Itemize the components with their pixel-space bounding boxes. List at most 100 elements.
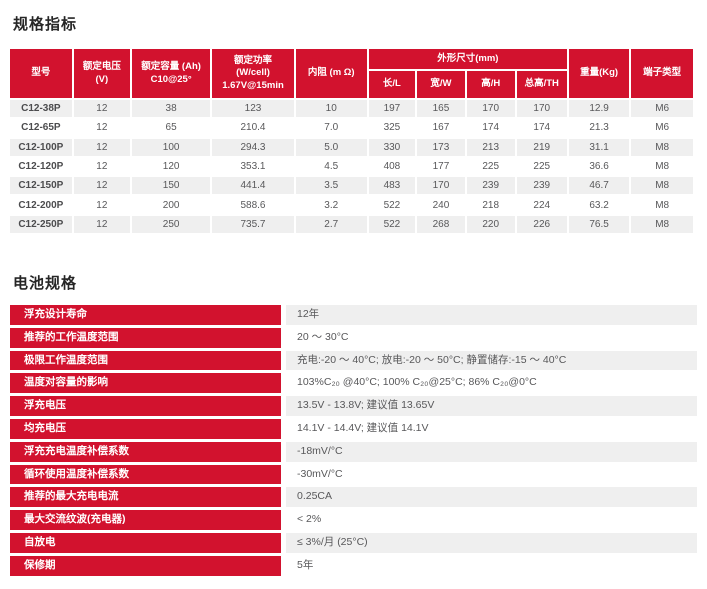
spec-cell: 226 — [516, 215, 567, 234]
battery-spec-value: 14.1V - 14.4V; 建议值 14.1V — [286, 419, 697, 439]
battery-spec-label: 循环使用温度补偿系数 — [10, 464, 281, 485]
spec-cell: 3.5 — [295, 177, 367, 195]
spec-cell: 21.3 — [568, 119, 630, 137]
spec-table-row: C12-120P 12 120 353.1 4.5 408 177 225 22… — [10, 157, 693, 176]
model-cell: C12-200P — [10, 196, 72, 214]
battery-spec-label: 推荐的工作温度范围 — [10, 327, 281, 348]
battery-spec-label: 浮充设计寿命 — [10, 305, 281, 325]
spec-cell: 12 — [73, 157, 130, 176]
spec-cell: 218 — [466, 196, 515, 214]
battery-spec-list: 浮充设计寿命 12年 推荐的工作温度范围 20 ～ 30°C 极限工作温度范围 … — [10, 305, 697, 576]
spec-cell: 100 — [132, 138, 211, 156]
battery-spec-row: 自放电 ≤ 3%/月 (25°C) — [10, 533, 697, 553]
spec-cell: 177 — [417, 157, 465, 176]
spec-cell: 170 — [466, 100, 515, 118]
spec-cell: 239 — [466, 177, 515, 195]
battery-spec-value: -30mV/°C — [286, 464, 697, 485]
battery-spec-value: ≤ 3%/月 (25°C) — [286, 533, 697, 553]
spec-cell: 197 — [368, 100, 416, 118]
battery-spec-label: 温度对容量的影响 — [10, 373, 281, 394]
spec-cell: 167 — [417, 119, 465, 137]
battery-spec-row: 温度对容量的影响 103%C₂₀ @40°C; 100% C₂₀@25°C; 8… — [10, 373, 697, 394]
spec-cell: 174 — [466, 119, 515, 137]
spec-table-row: C12-250P 12 250 735.7 2.7 522 268 220 22… — [10, 215, 693, 234]
spec-cell: M8 — [631, 138, 693, 156]
battery-spec-row: 极限工作温度范围 充电:-20 ～ 40°C; 放电:-20 ～ 50°C; 静… — [10, 350, 697, 371]
spec-cell: 12 — [73, 196, 130, 214]
battery-spec-row: 最大交流纹波(充电器) < 2% — [10, 510, 697, 531]
col-header-total-height: 总高/TH — [516, 71, 567, 98]
spec-cell: 210.4 — [212, 119, 294, 137]
battery-spec-row: 推荐的工作温度范围 20 ～ 30°C — [10, 327, 697, 348]
battery-spec-row: 均充电压 14.1V - 14.4V; 建议值 14.1V — [10, 419, 697, 439]
spec-cell: 46.7 — [568, 177, 630, 195]
battery-spec-label: 浮充电压 — [10, 396, 281, 417]
model-cell: C12-65P — [10, 119, 72, 137]
spec-cell: 268 — [417, 215, 465, 234]
spec-cell: M6 — [631, 119, 693, 137]
model-cell: C12-38P — [10, 100, 72, 118]
spec-cell: 12 — [73, 215, 130, 234]
spec-cell: 5.0 — [295, 138, 367, 156]
spec-cell: 63.2 — [568, 196, 630, 214]
battery-spec-value: < 2% — [286, 510, 697, 531]
battery-spec-value: -18mV/°C — [286, 441, 697, 462]
spec-table-row: C12-150P 12 150 441.4 3.5 483 170 239 23… — [10, 177, 693, 195]
battery-spec-label: 推荐的最大充电电流 — [10, 487, 281, 508]
spec-cell: 4.5 — [295, 157, 367, 176]
model-cell: C12-100P — [10, 138, 72, 156]
spec-cell: 174 — [516, 119, 567, 137]
spec-cell: 239 — [516, 177, 567, 195]
spec-cell: 120 — [132, 157, 211, 176]
spec-cell: 225 — [516, 157, 567, 176]
spec-cell: 10 — [295, 100, 367, 118]
spec-cell: 330 — [368, 138, 416, 156]
spec-cell: 225 — [466, 157, 515, 176]
spec-cell: 38 — [132, 100, 211, 118]
battery-spec-value: 充电:-20 ～ 40°C; 放电:-20 ～ 50°C; 静置储存:-15 ～… — [286, 350, 697, 371]
col-header-height: 高/H — [466, 71, 515, 98]
spec-cell: 522 — [368, 215, 416, 234]
col-group-dimensions: 外形尺寸(mm) — [368, 49, 567, 69]
spec-cell: 219 — [516, 138, 567, 156]
spec-cell: 12 — [73, 100, 130, 118]
col-header-width: 宽/W — [417, 71, 465, 98]
spec-cell: M6 — [631, 100, 693, 118]
spec-cell: 36.6 — [568, 157, 630, 176]
battery-spec-row: 推荐的最大充电电流 0.25CA — [10, 487, 697, 508]
battery-spec-value: 5年 — [286, 555, 697, 576]
battery-spec-label: 极限工作温度范围 — [10, 350, 281, 371]
section-title-battery: 电池规格 — [13, 275, 78, 293]
spec-cell: 76.5 — [568, 215, 630, 234]
spec-cell: 123 — [212, 100, 294, 118]
spec-cell: 12 — [73, 138, 130, 156]
spec-cell: 250 — [132, 215, 211, 234]
spec-cell: 224 — [516, 196, 567, 214]
col-header-length: 长/L — [368, 71, 416, 98]
spec-cell: 3.2 — [295, 196, 367, 214]
spec-cell: 441.4 — [212, 177, 294, 195]
spec-cell: 12 — [73, 119, 130, 137]
spec-cell: 173 — [417, 138, 465, 156]
battery-spec-row: 浮充电压 13.5V - 13.8V; 建议值 13.65V — [10, 396, 697, 417]
spec-cell: M8 — [631, 157, 693, 176]
battery-spec-label: 最大交流纹波(充电器) — [10, 510, 281, 531]
col-header-weight: 重量(Kg) — [568, 49, 630, 98]
spec-cell: M8 — [631, 196, 693, 214]
spec-cell: M8 — [631, 215, 693, 234]
battery-spec-label: 均充电压 — [10, 419, 281, 439]
spec-cell: 12 — [73, 177, 130, 195]
spec-cell: 325 — [368, 119, 416, 137]
col-header-terminal: 端子类型 — [631, 49, 693, 98]
spec-cell: 735.7 — [212, 215, 294, 234]
spec-table-row: C12-200P 12 200 588.6 3.2 522 240 218 22… — [10, 196, 693, 214]
spec-cell: 522 — [368, 196, 416, 214]
battery-spec-row: 浮充设计寿命 12年 — [10, 305, 697, 325]
model-cell: C12-120P — [10, 157, 72, 176]
battery-spec-value: 20 ～ 30°C — [286, 327, 697, 348]
spec-cell: 353.1 — [212, 157, 294, 176]
spec-table-header-row: 型号 额定电压 (V) 额定容量 (Ah) C10@25° 额定功率 (W/ce… — [10, 49, 693, 98]
col-header-power: 额定功率 (W/cell) 1.67V@15min — [212, 49, 294, 98]
battery-spec-row: 保修期 5年 — [10, 555, 697, 576]
